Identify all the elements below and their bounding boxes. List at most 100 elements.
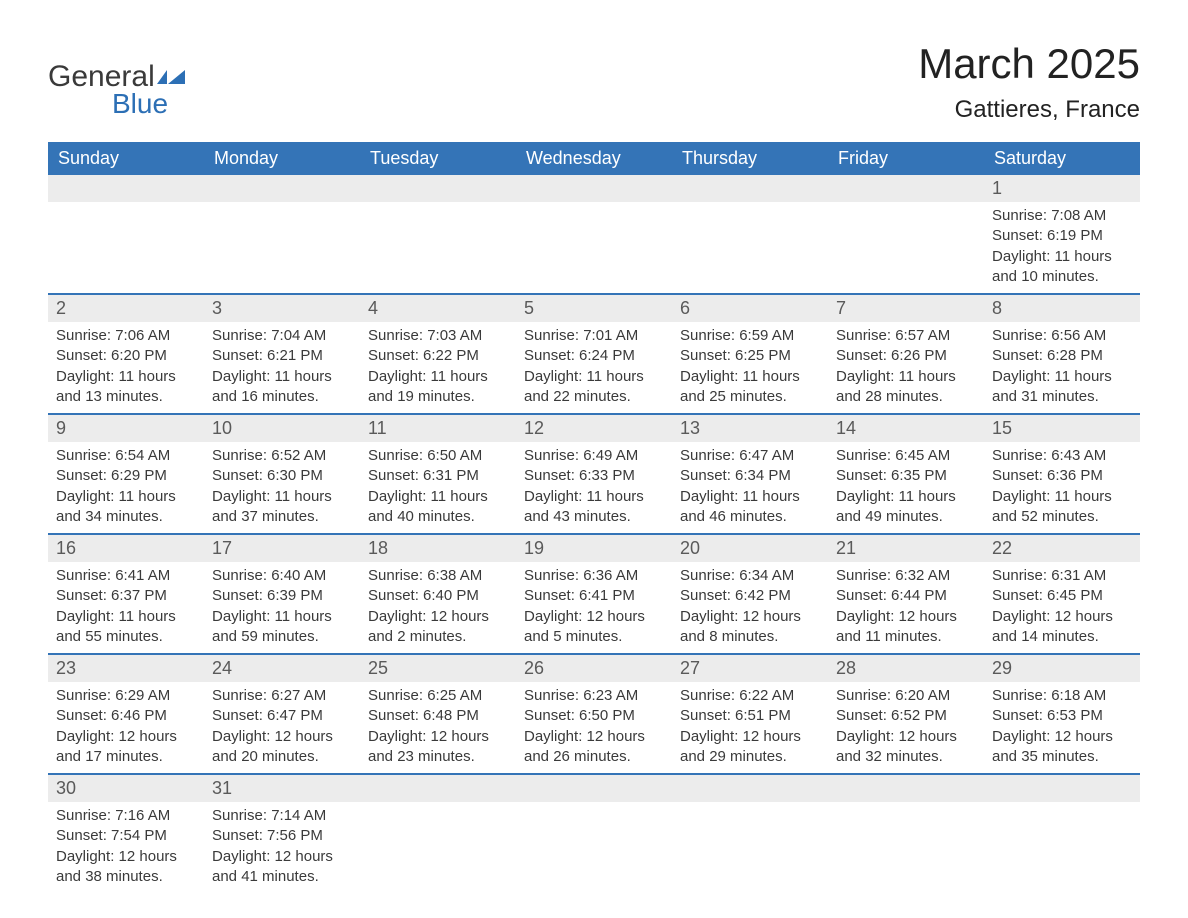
- day-content: Sunrise: 6:18 AMSunset: 6:53 PMDaylight:…: [984, 682, 1140, 773]
- sunrise-line: Sunrise: 6:34 AM: [680, 566, 820, 586]
- sunrise-line: Sunrise: 6:47 AM: [680, 446, 820, 466]
- calendar-day-cell: 16Sunrise: 6:41 AMSunset: 6:37 PMDayligh…: [48, 534, 204, 654]
- calendar-day-cell: 8Sunrise: 6:56 AMSunset: 6:28 PMDaylight…: [984, 294, 1140, 414]
- sunrise-line: Sunrise: 6:52 AM: [212, 446, 352, 466]
- calendar-day-cell: 26Sunrise: 6:23 AMSunset: 6:50 PMDayligh…: [516, 654, 672, 774]
- daylight-line: Daylight: 11 hours and 52 minutes.: [992, 487, 1132, 528]
- calendar-day-cell: 23Sunrise: 6:29 AMSunset: 6:46 PMDayligh…: [48, 654, 204, 774]
- day-number: 25: [360, 655, 516, 682]
- brand-text-blue: Blue: [112, 88, 168, 120]
- day-content: Sunrise: 6:22 AMSunset: 6:51 PMDaylight:…: [672, 682, 828, 773]
- weekday-header: Monday: [204, 142, 360, 175]
- calendar-day-cell: 20Sunrise: 6:34 AMSunset: 6:42 PMDayligh…: [672, 534, 828, 654]
- daylight-line: Daylight: 12 hours and 23 minutes.: [368, 727, 508, 768]
- day-number: [204, 175, 360, 202]
- sunrise-line: Sunrise: 6:25 AM: [368, 686, 508, 706]
- sunrise-line: Sunrise: 6:43 AM: [992, 446, 1132, 466]
- day-content: Sunrise: 6:45 AMSunset: 6:35 PMDaylight:…: [828, 442, 984, 533]
- day-content: Sunrise: 6:38 AMSunset: 6:40 PMDaylight:…: [360, 562, 516, 653]
- calendar-week-row: 16Sunrise: 6:41 AMSunset: 6:37 PMDayligh…: [48, 534, 1140, 654]
- sunrise-line: Sunrise: 6:22 AM: [680, 686, 820, 706]
- calendar-day-cell: 12Sunrise: 6:49 AMSunset: 6:33 PMDayligh…: [516, 414, 672, 534]
- calendar-day-cell: 11Sunrise: 6:50 AMSunset: 6:31 PMDayligh…: [360, 414, 516, 534]
- sunrise-line: Sunrise: 6:20 AM: [836, 686, 976, 706]
- calendar-day-cell: 1Sunrise: 7:08 AMSunset: 6:19 PMDaylight…: [984, 175, 1140, 294]
- sunset-line: Sunset: 6:25 PM: [680, 346, 820, 366]
- day-content: Sunrise: 6:56 AMSunset: 6:28 PMDaylight:…: [984, 322, 1140, 413]
- day-content: Sunrise: 6:36 AMSunset: 6:41 PMDaylight:…: [516, 562, 672, 653]
- sunrise-line: Sunrise: 6:54 AM: [56, 446, 196, 466]
- daylight-line: Daylight: 11 hours and 40 minutes.: [368, 487, 508, 528]
- day-number: 27: [672, 655, 828, 682]
- day-number: 19: [516, 535, 672, 562]
- calendar-day-cell: 22Sunrise: 6:31 AMSunset: 6:45 PMDayligh…: [984, 534, 1140, 654]
- day-content: Sunrise: 6:52 AMSunset: 6:30 PMDaylight:…: [204, 442, 360, 533]
- sunset-line: Sunset: 6:35 PM: [836, 466, 976, 486]
- day-number: 15: [984, 415, 1140, 442]
- sunrise-line: Sunrise: 6:45 AM: [836, 446, 976, 466]
- day-number: 31: [204, 775, 360, 802]
- day-number: [828, 175, 984, 202]
- sunrise-line: Sunrise: 6:40 AM: [212, 566, 352, 586]
- sunrise-line: Sunrise: 7:04 AM: [212, 326, 352, 346]
- daylight-line: Daylight: 12 hours and 26 minutes.: [524, 727, 664, 768]
- calendar-day-cell: [828, 774, 984, 893]
- day-number: 10: [204, 415, 360, 442]
- daylight-line: Daylight: 11 hours and 37 minutes.: [212, 487, 352, 528]
- day-number: 5: [516, 295, 672, 322]
- sunset-line: Sunset: 6:36 PM: [992, 466, 1132, 486]
- sunrise-line: Sunrise: 6:27 AM: [212, 686, 352, 706]
- sunset-line: Sunset: 6:44 PM: [836, 586, 976, 606]
- calendar-day-cell: [360, 774, 516, 893]
- day-number: 11: [360, 415, 516, 442]
- sunset-line: Sunset: 6:51 PM: [680, 706, 820, 726]
- day-content: Sunrise: 6:27 AMSunset: 6:47 PMDaylight:…: [204, 682, 360, 773]
- sunset-line: Sunset: 6:37 PM: [56, 586, 196, 606]
- calendar-day-cell: 13Sunrise: 6:47 AMSunset: 6:34 PMDayligh…: [672, 414, 828, 534]
- sunset-line: Sunset: 6:30 PM: [212, 466, 352, 486]
- calendar-day-cell: 28Sunrise: 6:20 AMSunset: 6:52 PMDayligh…: [828, 654, 984, 774]
- daylight-line: Daylight: 12 hours and 5 minutes.: [524, 607, 664, 648]
- day-content: [984, 802, 1140, 812]
- day-content: Sunrise: 7:04 AMSunset: 6:21 PMDaylight:…: [204, 322, 360, 413]
- daylight-line: Daylight: 12 hours and 41 minutes.: [212, 847, 352, 888]
- day-content: Sunrise: 6:25 AMSunset: 6:48 PMDaylight:…: [360, 682, 516, 773]
- sunrise-line: Sunrise: 7:06 AM: [56, 326, 196, 346]
- sunrise-line: Sunrise: 7:14 AM: [212, 806, 352, 826]
- day-number: [828, 775, 984, 802]
- day-number: 6: [672, 295, 828, 322]
- calendar-day-cell: 14Sunrise: 6:45 AMSunset: 6:35 PMDayligh…: [828, 414, 984, 534]
- day-content: [516, 802, 672, 812]
- calendar-table: SundayMondayTuesdayWednesdayThursdayFrid…: [48, 142, 1140, 893]
- daylight-line: Daylight: 11 hours and 10 minutes.: [992, 247, 1132, 288]
- day-content: Sunrise: 6:50 AMSunset: 6:31 PMDaylight:…: [360, 442, 516, 533]
- daylight-line: Daylight: 12 hours and 38 minutes.: [56, 847, 196, 888]
- calendar-head: SundayMondayTuesdayWednesdayThursdayFrid…: [48, 142, 1140, 175]
- sunrise-line: Sunrise: 6:36 AM: [524, 566, 664, 586]
- calendar-week-row: 9Sunrise: 6:54 AMSunset: 6:29 PMDaylight…: [48, 414, 1140, 534]
- day-number: 18: [360, 535, 516, 562]
- calendar-day-cell: 3Sunrise: 7:04 AMSunset: 6:21 PMDaylight…: [204, 294, 360, 414]
- sunrise-line: Sunrise: 6:31 AM: [992, 566, 1132, 586]
- sunrise-line: Sunrise: 6:50 AM: [368, 446, 508, 466]
- sunrise-line: Sunrise: 6:57 AM: [836, 326, 976, 346]
- daylight-line: Daylight: 12 hours and 20 minutes.: [212, 727, 352, 768]
- calendar-day-cell: 15 Sunrise: 6:43 AMSunset: 6:36 PMDayligh…: [984, 414, 1140, 534]
- daylight-line: Daylight: 11 hours and 46 minutes.: [680, 487, 820, 528]
- weekday-header: Friday: [828, 142, 984, 175]
- calendar-day-cell: 21Sunrise: 6:32 AMSunset: 6:44 PMDayligh…: [828, 534, 984, 654]
- calendar-day-cell: [48, 175, 204, 294]
- daylight-line: Daylight: 11 hours and 55 minutes.: [56, 607, 196, 648]
- calendar-week-row: 2Sunrise: 7:06 AMSunset: 6:20 PMDaylight…: [48, 294, 1140, 414]
- sunrise-line: Sunrise: 6:32 AM: [836, 566, 976, 586]
- day-number: 12: [516, 415, 672, 442]
- day-content: Sunrise: 6:31 AMSunset: 6:45 PMDaylight:…: [984, 562, 1140, 653]
- sunrise-line: Sunrise: 6:56 AM: [992, 326, 1132, 346]
- day-number: 17: [204, 535, 360, 562]
- daylight-line: Daylight: 12 hours and 32 minutes.: [836, 727, 976, 768]
- day-content: Sunrise: 7:03 AMSunset: 6:22 PMDaylight:…: [360, 322, 516, 413]
- sunset-line: Sunset: 6:42 PM: [680, 586, 820, 606]
- calendar-day-cell: 29Sunrise: 6:18 AMSunset: 6:53 PMDayligh…: [984, 654, 1140, 774]
- calendar-day-cell: 30Sunrise: 7:16 AMSunset: 7:54 PMDayligh…: [48, 774, 204, 893]
- day-content: [204, 202, 360, 212]
